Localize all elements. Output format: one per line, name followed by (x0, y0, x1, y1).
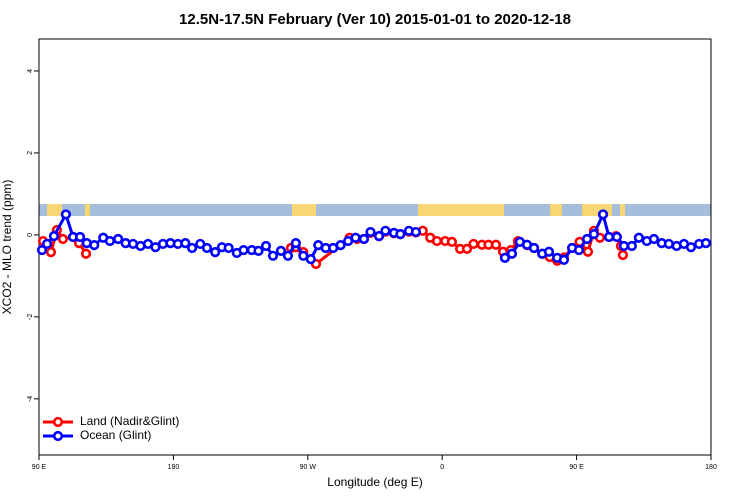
data-point (588, 228, 600, 240)
data-point (335, 240, 346, 251)
y-tick-label: 0 (27, 233, 34, 237)
data-point (305, 253, 316, 265)
x-tick-label: 90 E (569, 464, 584, 471)
data-point (57, 233, 68, 245)
data-point (395, 228, 406, 240)
data-point (617, 249, 628, 261)
data-point (45, 247, 57, 258)
data-point (468, 238, 479, 250)
data-point (490, 239, 502, 250)
data-point (461, 243, 473, 254)
data-point (626, 240, 637, 252)
data-point (282, 250, 294, 261)
data-point (290, 238, 301, 249)
x-tick-label: 90 E (32, 464, 47, 471)
data-point (581, 233, 593, 245)
land-patch (620, 204, 625, 216)
data-point (648, 233, 660, 245)
map-strip (39, 204, 711, 216)
data-point (80, 248, 92, 259)
data-point (104, 235, 116, 247)
data-point (48, 231, 60, 242)
x-tick-label: 180 (168, 464, 180, 471)
legend-marker (52, 430, 64, 442)
land-patch (85, 204, 90, 216)
data-point (201, 242, 213, 254)
data-point (528, 242, 540, 254)
data-point (41, 238, 53, 250)
data-point (573, 244, 585, 256)
data-point (180, 238, 191, 249)
data-point (210, 247, 221, 258)
data-point (446, 236, 458, 247)
data-point (700, 238, 712, 249)
y-tick-label: 4 (27, 69, 34, 73)
y-tick-label: -4 (27, 396, 34, 402)
legend-marker (52, 416, 64, 428)
land-patch (550, 204, 562, 216)
data-point (499, 252, 511, 263)
data-point (611, 231, 623, 243)
data-point (253, 245, 264, 256)
data-point (582, 246, 594, 257)
data-point (633, 232, 644, 243)
data-point (275, 245, 287, 256)
land-patch (47, 204, 62, 216)
data-point (36, 244, 48, 256)
data-point (603, 231, 615, 243)
data-point (223, 242, 234, 254)
x-tick-label: 90 W (300, 464, 317, 471)
data-point (365, 226, 376, 238)
land-patch (292, 204, 316, 216)
data-point (358, 233, 370, 245)
data-point (410, 226, 422, 238)
data-point (113, 233, 124, 245)
data-point (60, 209, 71, 220)
y-tick-label: 2 (27, 151, 34, 155)
data-point (267, 250, 279, 261)
y-tick-label: -2 (27, 314, 34, 320)
series (36, 209, 712, 266)
x-tick-label: 180 (705, 464, 717, 471)
data-point (558, 254, 570, 266)
legend-label: Land (Nadir&Glint) (80, 414, 179, 428)
data-point (350, 232, 361, 243)
x-axis-title: Longitude (deg E) (327, 475, 422, 489)
data-point (431, 235, 443, 247)
data-point (663, 238, 674, 250)
legend: Land (Nadir&Glint)Ocean (Glint) (43, 414, 179, 442)
ocean-band (39, 204, 711, 216)
data-point (597, 209, 609, 220)
data-point (373, 231, 385, 242)
chart-title: 12.5N-17.5N February (Ver 10) 2015-01-01… (179, 11, 571, 28)
data-point (506, 248, 518, 259)
y-axis-title: XCO2 - MLO trend (ppm) (0, 180, 14, 315)
legend-label: Ocean (Glint) (80, 428, 151, 442)
data-point (186, 242, 198, 254)
data-point (618, 240, 630, 252)
data-point (685, 242, 697, 253)
data-point (260, 240, 272, 252)
data-point (89, 240, 100, 251)
data-point (238, 244, 249, 256)
data-point (380, 225, 391, 236)
data-point (74, 231, 86, 243)
data-point (543, 246, 555, 257)
land-patch (418, 204, 504, 216)
x-tick-label: 0 (440, 464, 444, 471)
